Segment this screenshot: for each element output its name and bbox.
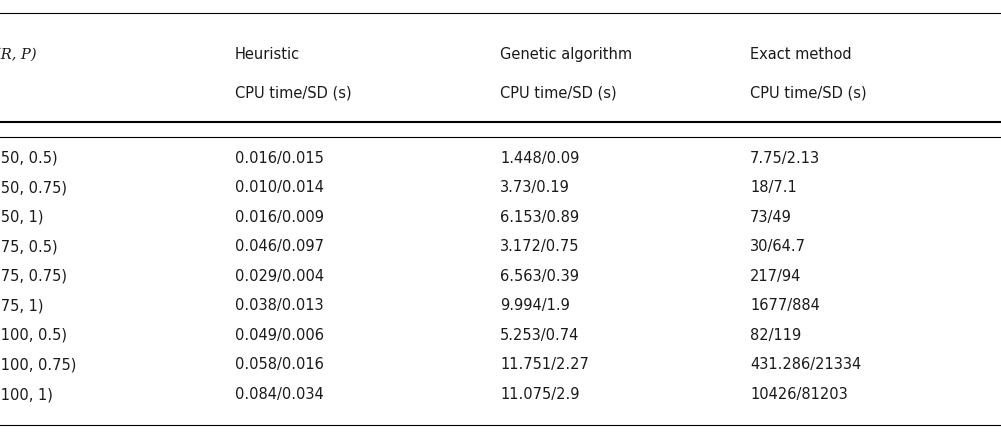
Text: 10426/81203: 10426/81203: [750, 387, 848, 402]
Text: (50, 0.5): (50, 0.5): [0, 151, 58, 166]
Text: 11.075/2.9: 11.075/2.9: [500, 387, 580, 402]
Text: 7.75/2.13: 7.75/2.13: [750, 151, 820, 166]
Text: 0.010/0.014: 0.010/0.014: [235, 181, 324, 195]
Text: 0.016/0.009: 0.016/0.009: [235, 210, 324, 225]
Text: 9.994/1.9: 9.994/1.9: [500, 299, 570, 313]
Text: CPU time/SD (s): CPU time/SD (s): [235, 86, 351, 101]
Text: Exact method: Exact method: [750, 47, 852, 62]
Text: 0.038/0.013: 0.038/0.013: [235, 299, 323, 313]
Text: 1.448/0.09: 1.448/0.09: [500, 151, 580, 166]
Text: 0.058/0.016: 0.058/0.016: [235, 358, 324, 372]
Text: (R, P): (R, P): [0, 47, 37, 61]
Text: 73/49: 73/49: [750, 210, 792, 225]
Text: 217/94: 217/94: [750, 269, 802, 284]
Text: 82/119: 82/119: [750, 328, 801, 343]
Text: (100, 0.75): (100, 0.75): [0, 358, 76, 372]
Text: 0.049/0.006: 0.049/0.006: [235, 328, 324, 343]
Text: 0.046/0.097: 0.046/0.097: [235, 240, 324, 254]
Text: 3.172/0.75: 3.172/0.75: [500, 240, 580, 254]
Text: (50, 1): (50, 1): [0, 210, 43, 225]
Text: (100, 0.5): (100, 0.5): [0, 328, 67, 343]
Text: (75, 0.75): (75, 0.75): [0, 269, 67, 284]
Text: (100, 1): (100, 1): [0, 387, 53, 402]
Text: 30/64.7: 30/64.7: [750, 240, 806, 254]
Text: Heuristic: Heuristic: [235, 47, 300, 62]
Text: (75, 0.5): (75, 0.5): [0, 240, 58, 254]
Text: 0.016/0.015: 0.016/0.015: [235, 151, 324, 166]
Text: 431.286/21334: 431.286/21334: [750, 358, 861, 372]
Text: 1677/884: 1677/884: [750, 299, 820, 313]
Text: 0.084/0.034: 0.084/0.034: [235, 387, 323, 402]
Text: 11.751/2.27: 11.751/2.27: [500, 358, 589, 372]
Text: Genetic algorithm: Genetic algorithm: [500, 47, 632, 62]
Text: 5.253/0.74: 5.253/0.74: [500, 328, 580, 343]
Text: 18/7.1: 18/7.1: [750, 181, 797, 195]
Text: (75, 1): (75, 1): [0, 299, 43, 313]
Text: 0.029/0.004: 0.029/0.004: [235, 269, 324, 284]
Text: CPU time/SD (s): CPU time/SD (s): [500, 86, 617, 101]
Text: (50, 0.75): (50, 0.75): [0, 181, 67, 195]
Text: 6.563/0.39: 6.563/0.39: [500, 269, 579, 284]
Text: CPU time/SD (s): CPU time/SD (s): [750, 86, 867, 101]
Text: 3.73/0.19: 3.73/0.19: [500, 181, 570, 195]
Text: 6.153/0.89: 6.153/0.89: [500, 210, 580, 225]
